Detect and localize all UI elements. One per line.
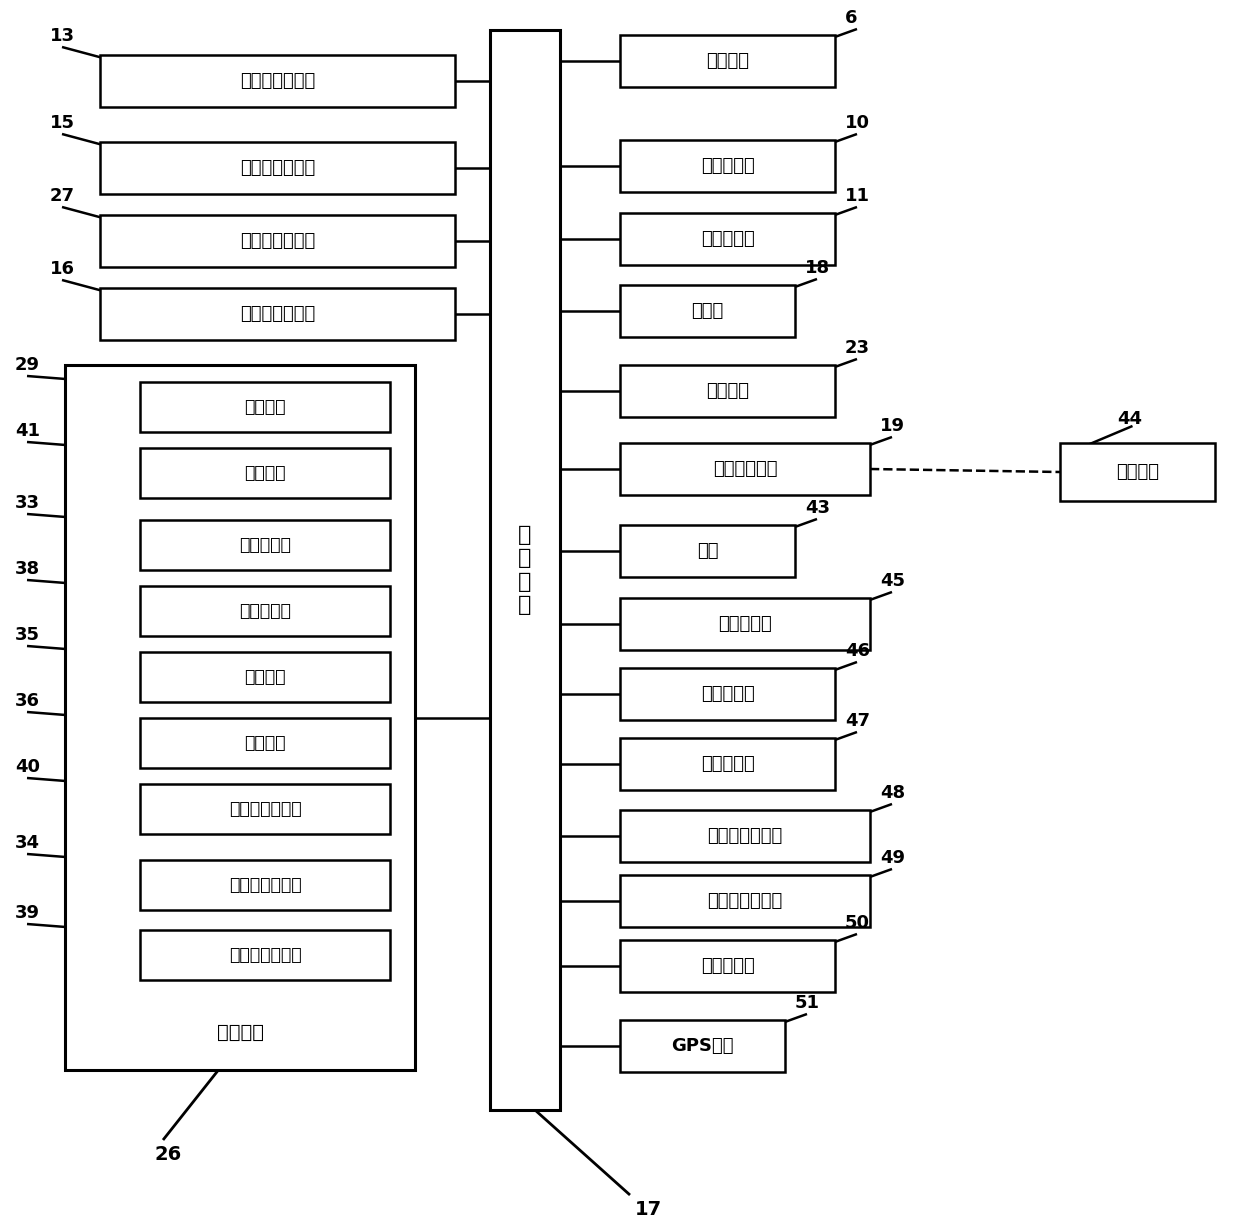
- Text: 44: 44: [1117, 410, 1142, 428]
- Bar: [620, 1020, 785, 1072]
- Text: 39: 39: [15, 904, 40, 921]
- Bar: [620, 737, 835, 790]
- Text: 17: 17: [635, 1200, 662, 1218]
- Text: 23: 23: [844, 339, 870, 357]
- Bar: [100, 215, 455, 267]
- Text: 26: 26: [155, 1145, 182, 1164]
- Bar: [490, 29, 560, 1110]
- Text: 植物补光灯: 植物补光灯: [718, 615, 771, 633]
- Text: 第四电磁阀: 第四电磁阀: [239, 602, 291, 620]
- Text: GPS模块: GPS模块: [671, 1037, 734, 1055]
- Text: 43: 43: [805, 499, 830, 517]
- Bar: [620, 364, 835, 417]
- Text: 第三温度传感器: 第三温度传感器: [228, 800, 301, 818]
- Bar: [620, 36, 835, 87]
- Bar: [140, 652, 391, 702]
- Text: 风速传感器: 风速传感器: [701, 755, 754, 773]
- Bar: [1060, 443, 1215, 501]
- Bar: [140, 930, 391, 980]
- Bar: [140, 784, 391, 834]
- Text: 第一湿度传感器: 第一湿度传感器: [239, 306, 315, 323]
- Text: 风扇: 风扇: [697, 542, 718, 560]
- Bar: [100, 142, 455, 194]
- Text: 第一温度传感器: 第一温度传感器: [239, 160, 315, 177]
- Text: 48: 48: [880, 784, 905, 802]
- Bar: [620, 525, 795, 577]
- Text: 34: 34: [15, 834, 40, 852]
- Text: 升降机构: 升降机构: [706, 382, 749, 400]
- Text: 第一液位传感器: 第一液位传感器: [239, 72, 315, 90]
- Text: 气体传感器: 气体传感器: [701, 957, 754, 975]
- Text: 驱动机构: 驱动机构: [706, 52, 749, 70]
- Text: 微
处
理
器: 微 处 理 器: [518, 525, 532, 615]
- Text: 49: 49: [880, 849, 905, 867]
- Text: 27: 27: [50, 187, 74, 205]
- Bar: [100, 288, 455, 340]
- Text: 51: 51: [795, 994, 820, 1012]
- Bar: [620, 667, 835, 720]
- Text: 第二电磁阀: 第二电磁阀: [701, 229, 754, 248]
- Text: 10: 10: [844, 114, 870, 133]
- Text: 36: 36: [15, 692, 40, 710]
- Bar: [620, 940, 835, 991]
- Text: 50: 50: [844, 914, 870, 933]
- Bar: [140, 382, 391, 432]
- Text: 35: 35: [15, 626, 40, 644]
- Text: 40: 40: [15, 758, 40, 775]
- Text: 伺服电机: 伺服电机: [244, 398, 285, 416]
- Bar: [140, 587, 391, 636]
- Text: 11: 11: [844, 187, 870, 205]
- Bar: [140, 448, 391, 498]
- Text: 第一水泵: 第一水泵: [244, 667, 285, 686]
- Bar: [100, 55, 455, 107]
- Text: 云服务器: 云服务器: [1116, 463, 1159, 481]
- Text: 送水装置: 送水装置: [217, 1022, 263, 1042]
- Text: 加热装置: 加热装置: [244, 464, 285, 482]
- Text: 无线通信模块: 无线通信模块: [713, 460, 777, 479]
- Bar: [620, 140, 835, 191]
- Text: 第一电磁阀: 第一电磁阀: [701, 157, 754, 175]
- Bar: [620, 285, 795, 337]
- Text: 19: 19: [880, 417, 905, 436]
- Bar: [140, 718, 391, 768]
- Text: 46: 46: [844, 642, 870, 660]
- Text: 13: 13: [50, 27, 74, 45]
- Text: 15: 15: [50, 114, 74, 133]
- Text: 第二液位传感器: 第二液位传感器: [228, 876, 301, 894]
- Bar: [64, 364, 415, 1070]
- Bar: [620, 443, 870, 494]
- Bar: [140, 520, 391, 571]
- Bar: [140, 860, 391, 910]
- Text: 29: 29: [15, 356, 40, 374]
- Text: 第二水泵: 第二水泵: [244, 734, 285, 752]
- Text: 光照传感器: 光照传感器: [701, 685, 754, 703]
- Text: 第二湿度传感器: 第二湿度传感器: [707, 892, 782, 910]
- Text: 33: 33: [15, 494, 40, 512]
- Bar: [620, 810, 870, 863]
- Text: 6: 6: [844, 9, 858, 27]
- Text: 38: 38: [15, 560, 40, 578]
- Text: 16: 16: [50, 260, 74, 279]
- Bar: [620, 875, 870, 928]
- Text: 第四温度传感器: 第四温度传感器: [707, 827, 782, 845]
- Bar: [620, 598, 870, 650]
- Text: 18: 18: [805, 259, 830, 277]
- Text: 45: 45: [880, 572, 905, 590]
- Text: 第三电磁阀: 第三电磁阀: [239, 536, 291, 555]
- Text: 第二温度传感器: 第二温度传感器: [239, 232, 315, 250]
- Text: 触摸屏: 触摸屏: [692, 302, 724, 320]
- Text: 47: 47: [844, 712, 870, 730]
- Bar: [620, 213, 835, 265]
- Text: 第三液位传感器: 第三液位传感器: [228, 946, 301, 964]
- Text: 41: 41: [15, 422, 40, 440]
